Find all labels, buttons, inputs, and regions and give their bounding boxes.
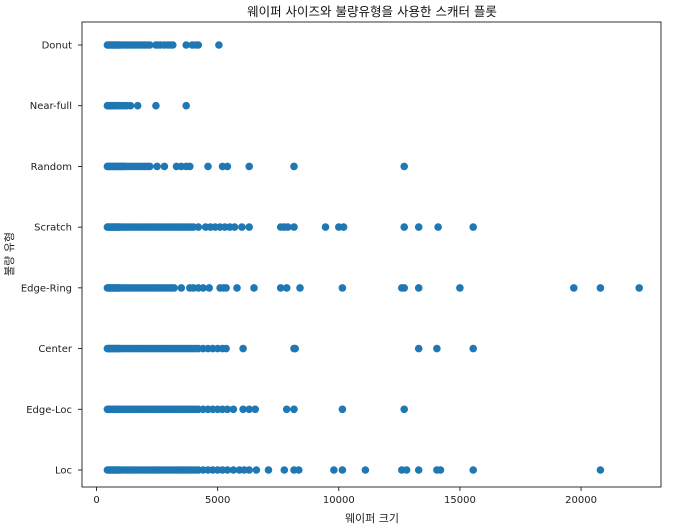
data-point-donut	[215, 41, 223, 49]
data-point-center	[433, 344, 441, 353]
data-point-scratch	[194, 223, 203, 231]
x-tick-label: 20000	[565, 495, 597, 506]
data-point-random	[160, 162, 169, 171]
y-tick-label: Near-full	[30, 101, 72, 112]
data-point-loc	[223, 466, 232, 474]
data-point-edge-loc	[251, 405, 259, 414]
y-ticks: Loc Edge-Loc Center Edge-Ring Scratch Random N…	[21, 41, 82, 477]
data-point-loc	[229, 466, 238, 474]
data-point-scratch	[400, 223, 409, 231]
data-point-edge-ring	[276, 284, 285, 292]
data-point-center	[222, 344, 230, 353]
data-point-loc	[338, 466, 347, 474]
data-point-donut	[169, 41, 177, 49]
data-point-near-full	[152, 101, 160, 110]
data-point-loc	[252, 466, 261, 474]
data-point-center	[469, 344, 478, 353]
data-point-scratch	[290, 223, 298, 231]
data-point-edge-ring	[199, 284, 207, 292]
data-point-edge-loc	[338, 405, 347, 414]
y-tick-label: Edge-Ring	[21, 283, 72, 294]
data-point-scratch	[230, 223, 239, 231]
data-point-random	[186, 162, 194, 171]
y-tick-label: Scratch	[34, 223, 72, 234]
data-point-edge-loc	[290, 405, 298, 414]
data-point-scratch	[339, 223, 348, 231]
data-point-edge-loc	[223, 405, 232, 414]
data-point-edge-ring	[250, 284, 258, 292]
data-point-center	[239, 344, 247, 353]
data-point-edge-ring	[570, 284, 578, 292]
data-point-edge-ring	[296, 284, 304, 292]
data-point-loc	[295, 466, 303, 474]
x-tick-label: 0	[93, 495, 99, 506]
data-point-loc	[414, 466, 423, 474]
data-point-loc	[264, 466, 273, 474]
data-point-edge-ring	[282, 284, 291, 292]
data-point-scratch	[434, 223, 442, 231]
data-point-donut	[194, 41, 203, 49]
data-point-random	[290, 162, 298, 171]
data-point-edge-loc	[400, 405, 409, 414]
y-tick-label: Donut	[42, 41, 72, 52]
data-point-edge-loc	[229, 405, 238, 414]
y-tick-label: Edge-Loc	[26, 405, 72, 416]
chart-title: 웨이퍼 사이즈와 불량유형을 사용한 스캐터 플롯	[247, 4, 497, 19]
data-point-edge-ring	[456, 284, 464, 292]
y-axis-label: 불량 유형	[3, 232, 16, 276]
data-point-scratch	[284, 223, 292, 231]
data-point-edge-ring	[233, 284, 241, 292]
data-point-random	[204, 162, 212, 171]
data-point-random	[223, 162, 232, 171]
data-point-scratch	[414, 223, 423, 231]
data-point-edge-ring	[177, 284, 186, 292]
data-point-edge-ring	[205, 284, 213, 292]
data-point-loc	[361, 466, 370, 474]
data-point-loc	[596, 466, 605, 474]
y-tick-label: Center	[38, 344, 73, 355]
data-point-loc	[245, 466, 253, 474]
data-point-scratch	[245, 223, 253, 231]
data-point-edge-ring	[400, 284, 409, 292]
data-point-near-full	[182, 101, 190, 110]
data-point-random	[400, 162, 409, 171]
x-axis-label: 웨이퍼 크기	[345, 512, 399, 525]
data-point-donut	[182, 41, 190, 49]
data-point-loc	[402, 466, 411, 474]
points-layer	[103, 41, 643, 474]
plot-frame	[81, 21, 662, 488]
x-ticks: 0 5000 10000 15000 20000	[93, 487, 597, 506]
data-point-near-full	[133, 101, 142, 110]
data-point-center	[291, 344, 300, 353]
data-point-donut	[146, 41, 154, 49]
data-point-loc	[469, 466, 478, 474]
data-point-edge-ring	[170, 284, 178, 292]
data-point-edge-ring	[338, 284, 347, 292]
data-point-center	[414, 344, 423, 353]
data-point-random	[153, 162, 161, 171]
data-point-loc	[280, 466, 289, 474]
data-point-edge-ring	[635, 284, 643, 292]
data-point-edge-loc	[239, 405, 247, 414]
y-tick-label: Random	[31, 162, 72, 173]
data-point-random	[146, 162, 154, 171]
y-tick-label: Loc	[55, 466, 72, 477]
data-point-edge-ring	[222, 284, 230, 292]
data-point-edge-loc	[245, 405, 253, 414]
data-point-random	[245, 162, 253, 171]
data-point-edge-loc	[282, 405, 291, 414]
data-point-scratch	[321, 223, 330, 231]
x-tick-label: 5000	[205, 495, 230, 506]
data-point-loc	[436, 466, 445, 474]
x-tick-label: 15000	[444, 495, 476, 506]
data-point-near-full	[126, 101, 135, 110]
data-point-edge-ring	[414, 284, 423, 292]
data-point-scratch	[469, 223, 478, 231]
data-point-edge-ring	[596, 284, 605, 292]
x-tick-label: 10000	[323, 495, 355, 506]
data-point-loc	[330, 466, 338, 474]
data-point-scratch	[238, 223, 246, 231]
